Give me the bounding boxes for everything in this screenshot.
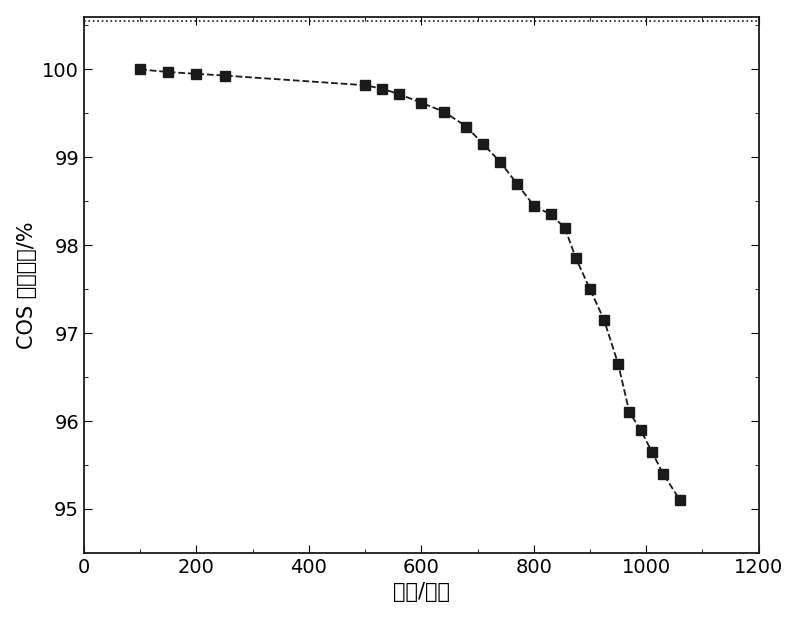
Y-axis label: COS 去除效率/%: COS 去除效率/%: [17, 221, 37, 348]
X-axis label: 时间/分钟: 时间/分钟: [393, 582, 450, 602]
